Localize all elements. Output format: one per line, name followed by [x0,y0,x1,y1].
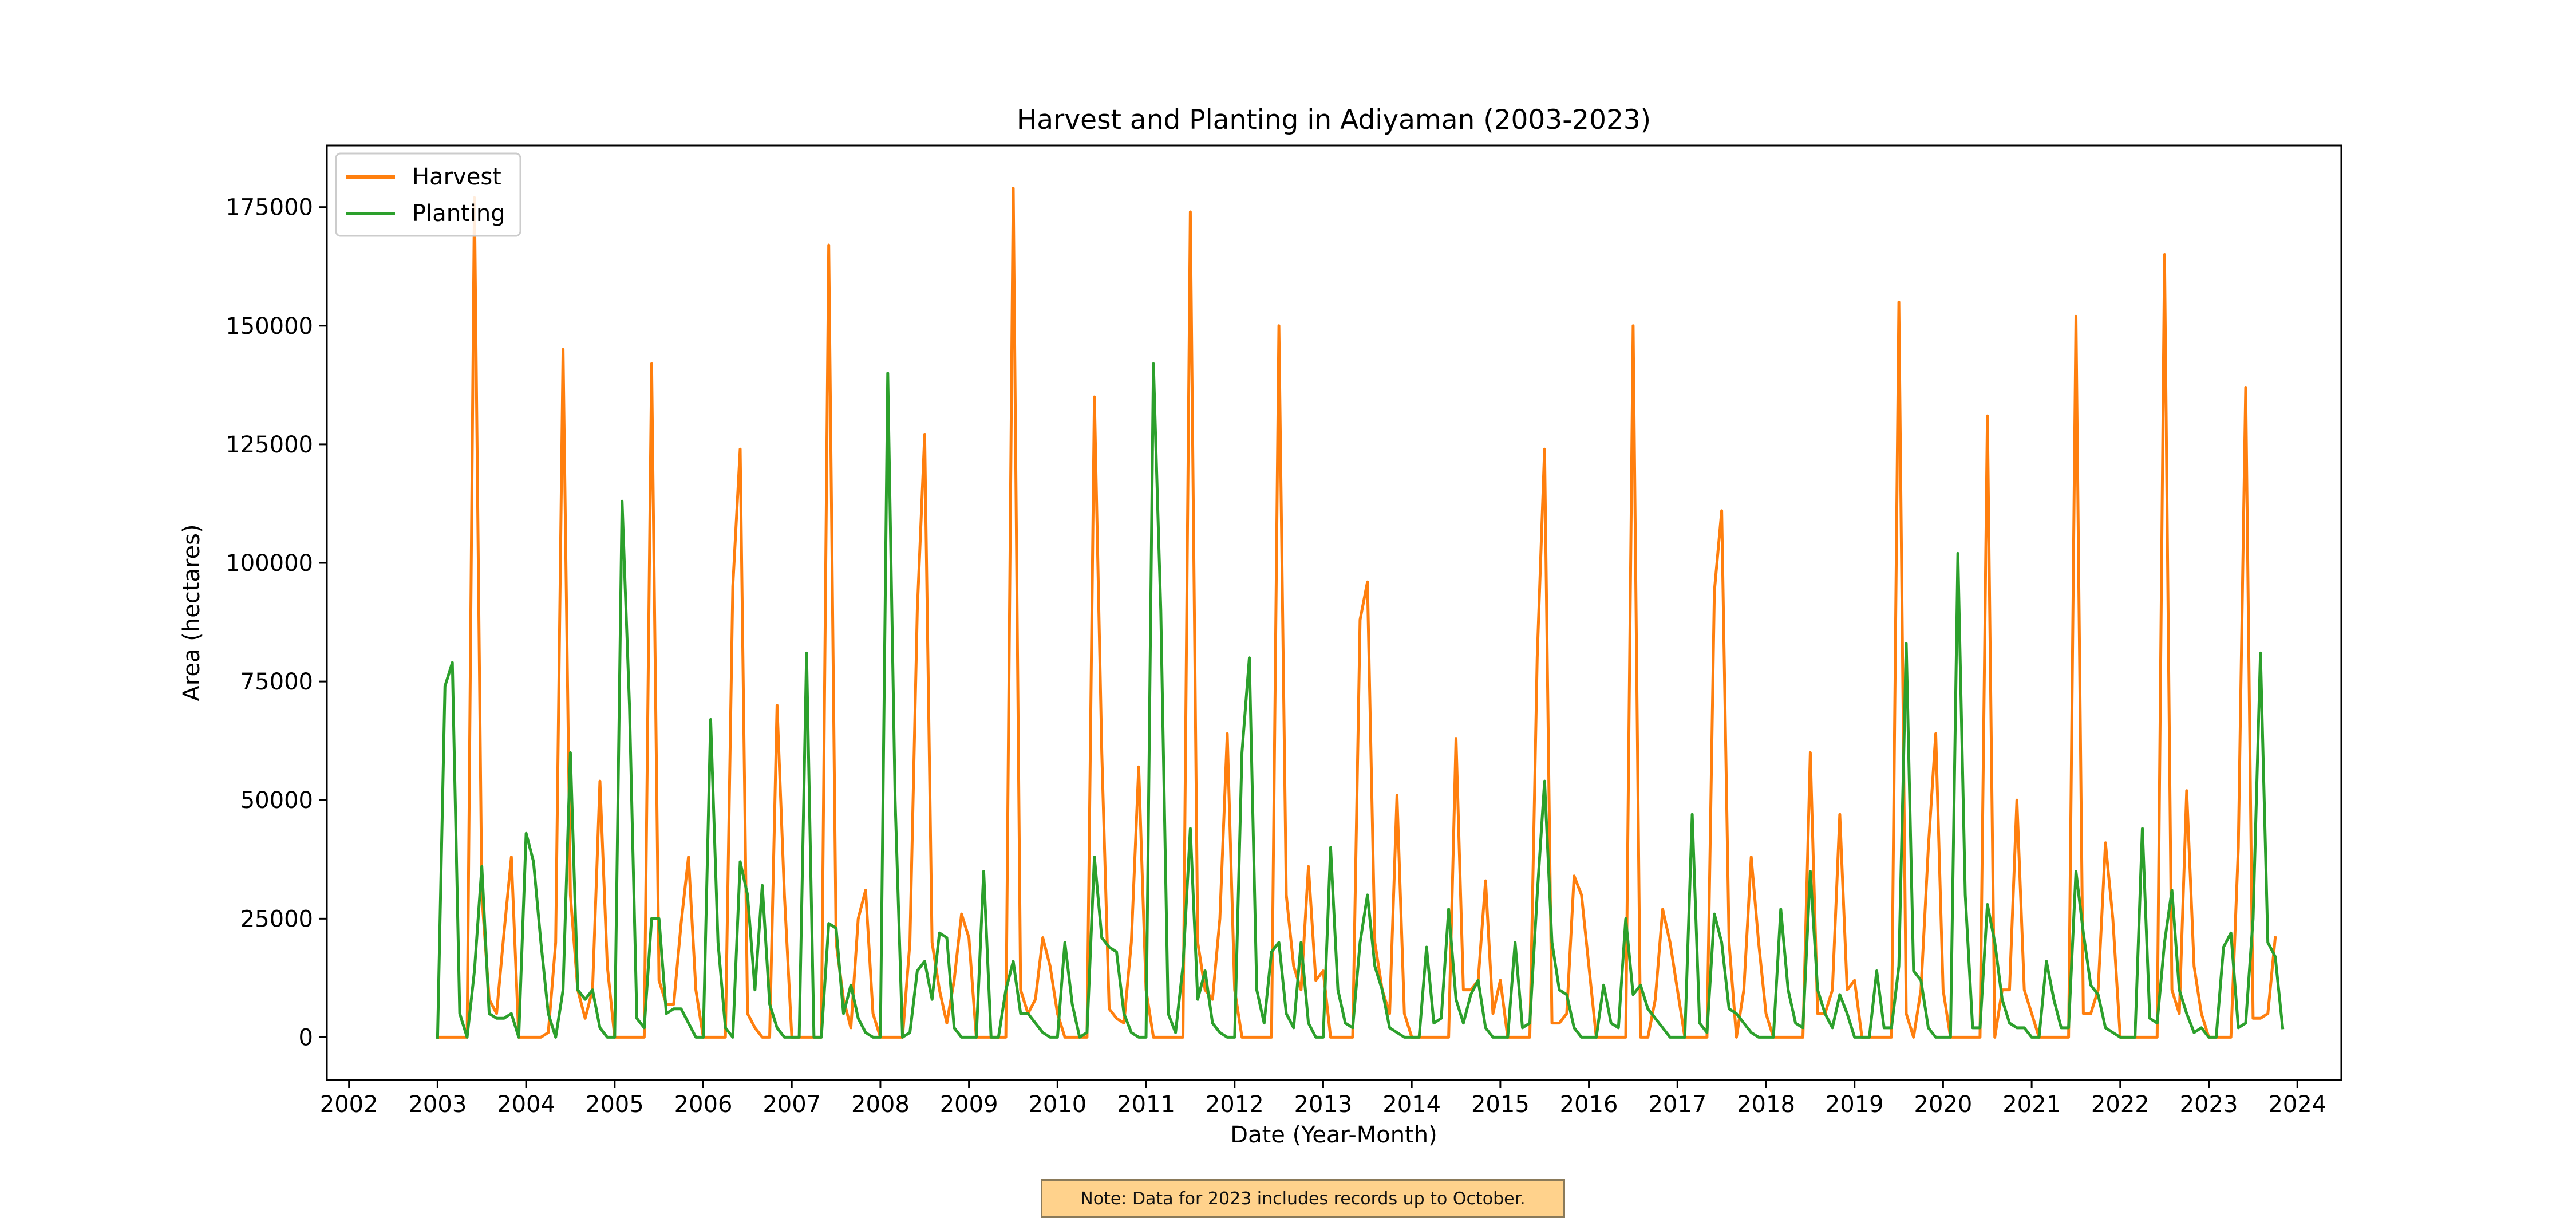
x-tick-label: 2017 [1648,1091,1706,1118]
x-tick-label: 2015 [1471,1091,1530,1118]
legend: Harvest Planting [335,152,521,237]
legend-label-harvest: Harvest [412,164,501,190]
x-tick-label: 2024 [2268,1091,2326,1118]
x-tick-label: 2003 [408,1091,467,1118]
y-tick-label: 25000 [240,906,313,932]
series-line-planting [436,362,2285,1039]
plot-frame [326,144,2342,1081]
y-tick-label: 125000 [226,432,313,458]
x-tick-label: 2020 [1914,1091,1973,1118]
legend-label-planting: Planting [412,200,505,227]
series-line-harvest [436,187,2277,1039]
x-tick-label: 2019 [1826,1091,1884,1118]
y-tick-label: 75000 [240,669,313,695]
x-tick-label: 2012 [1206,1091,1264,1118]
x-tick-label: 2010 [1028,1091,1086,1118]
x-tick-label: 2022 [2091,1091,2150,1118]
y-tick-label: 175000 [226,195,313,221]
y-axis-label: Area (hectares) [179,524,205,701]
x-tick-label: 2006 [674,1091,733,1118]
x-tick-label: 2004 [497,1091,555,1118]
x-tick-label: 2008 [851,1091,910,1118]
x-tick-label: 2002 [320,1091,378,1118]
data-note-text: Note: Data for 2023 includes records up … [1080,1188,1526,1209]
x-tick-label: 2021 [2002,1091,2061,1118]
x-tick-label: 2005 [586,1091,644,1118]
y-tick-label: 0 [299,1024,313,1051]
data-note: Note: Data for 2023 includes records up … [1041,1179,1565,1218]
x-tick-label: 2011 [1117,1091,1175,1118]
x-tick-label: 2009 [940,1091,998,1118]
y-tick-label: 100000 [226,550,313,577]
x-tick-label: 2013 [1294,1091,1353,1118]
x-axis-label: Date (Year-Month) [1230,1122,1437,1148]
y-tick-label: 150000 [226,313,313,340]
chart-title: Harvest and Planting in Adiyaman (2003-2… [1017,104,1651,136]
x-tick-label: 2018 [1737,1091,1795,1118]
y-tick-label: 50000 [240,787,313,814]
x-tick-label: 2023 [2180,1091,2238,1118]
x-tick-label: 2014 [1382,1091,1441,1118]
x-tick-label: 2016 [1560,1091,1618,1118]
x-tick-label: 2007 [762,1091,821,1118]
